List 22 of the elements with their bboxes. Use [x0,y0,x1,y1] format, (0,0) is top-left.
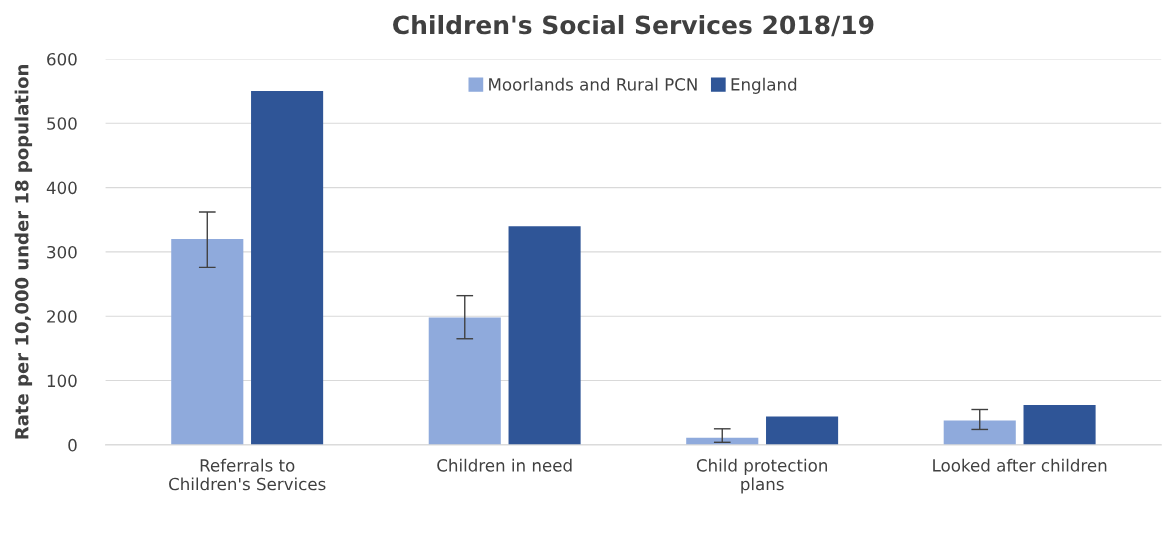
x-tick-label: Child protection plans [696,458,827,494]
y-tick-label: 100 [47,374,77,388]
x-tick-label: Children in need [437,458,572,472]
y-tick-label: 500 [47,117,77,130]
y-tick-label: 300 [47,245,77,259]
bar [428,317,501,445]
legend-label: Moorlands and Rural PCN [489,77,697,91]
y-tick-label: 400 [46,181,77,195]
bar [1023,405,1096,445]
bar [766,416,839,445]
y-tick-label: 200 [47,310,77,323]
y-tick-label: 600 [47,52,77,66]
chart-title: Children's Social Services 2018/19 [393,14,874,37]
x-tick-label: Looked after children [933,458,1107,472]
bar [943,420,1016,445]
bar [171,239,244,445]
x-tick-label: Referrals to Children's Services [169,458,326,491]
y-tick-label: 0 [68,438,77,452]
y-axis-title: Rate per 10,000 under 18 population [14,65,33,439]
bar [251,91,324,445]
legend-label: England [731,77,797,94]
bar [508,226,581,445]
